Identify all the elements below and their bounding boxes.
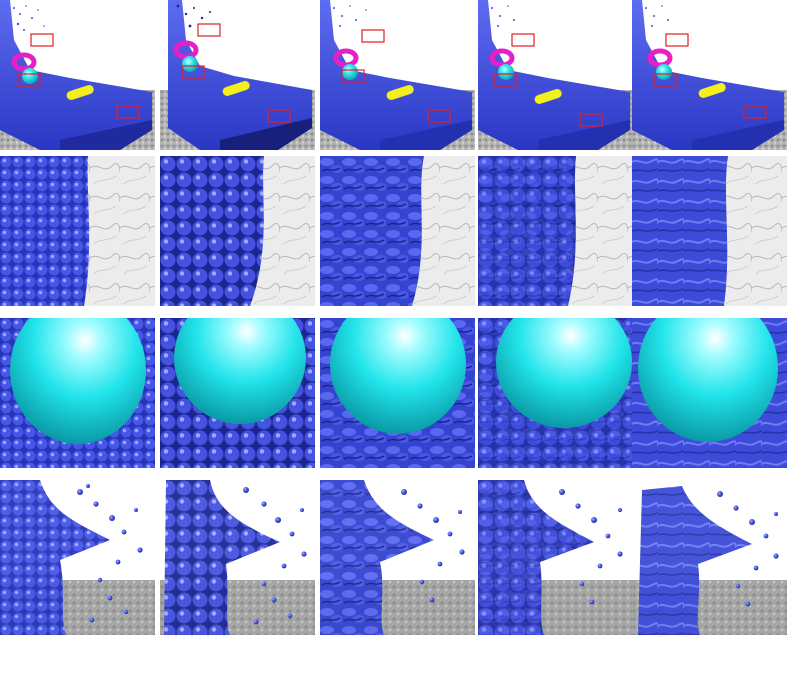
- splash-closeup-panel-2: [160, 480, 315, 635]
- splash-scene: [632, 480, 787, 635]
- sphere-scene: [632, 318, 787, 468]
- overview-panel-2: [160, 0, 315, 150]
- overview-scene: [320, 0, 475, 150]
- overview-scene: [478, 0, 633, 150]
- overview-panel-1: [0, 0, 155, 150]
- sphere-closeup-panel-3: [320, 318, 475, 468]
- overview-panel-3: [320, 0, 475, 150]
- surface-closeup-panel-3: [320, 156, 475, 306]
- spray-particles: [13, 5, 45, 31]
- sphere-scene: [0, 318, 155, 468]
- splash-closeup-panel-3: [320, 480, 475, 635]
- splash-closeup-panel-4: [478, 480, 633, 635]
- overview-scene: [160, 0, 315, 150]
- sphere-closeup-panel-1: [0, 318, 155, 468]
- splash-scene: [478, 480, 633, 635]
- surface-scene: [160, 156, 315, 306]
- overview-scene: [632, 0, 787, 150]
- surface-closeup-panel-4: [478, 156, 633, 306]
- surface-scene: [320, 156, 475, 306]
- sphere-scene: [160, 318, 315, 468]
- surface-closeup-panel-2: [160, 156, 315, 306]
- surface-scene: [478, 156, 633, 306]
- splash-closeup-panel-5: [632, 480, 787, 635]
- overview-panel-4: [478, 0, 633, 150]
- surface-closeup-panel-5: [632, 156, 787, 306]
- figure-grid: [0, 0, 787, 640]
- splash-scene: [0, 480, 155, 635]
- surface-scene: [0, 156, 155, 306]
- splash-closeup-panel-1: [0, 480, 155, 635]
- surface-closeup-panel-1: [0, 156, 155, 306]
- sphere-closeup-panel-2: [160, 318, 315, 468]
- highlight-box: [31, 34, 53, 46]
- sphere: [22, 68, 38, 84]
- sphere-scene: [320, 318, 475, 468]
- surface-scene: [632, 156, 787, 306]
- sphere-closeup-panel-4: [478, 318, 633, 468]
- sphere-closeup-panel-5: [632, 318, 787, 468]
- splash-scene: [160, 480, 315, 635]
- sphere-scene: [478, 318, 633, 468]
- overview-panel-5: [632, 0, 787, 150]
- splash-scene: [320, 480, 475, 635]
- overview-scene: [0, 0, 155, 150]
